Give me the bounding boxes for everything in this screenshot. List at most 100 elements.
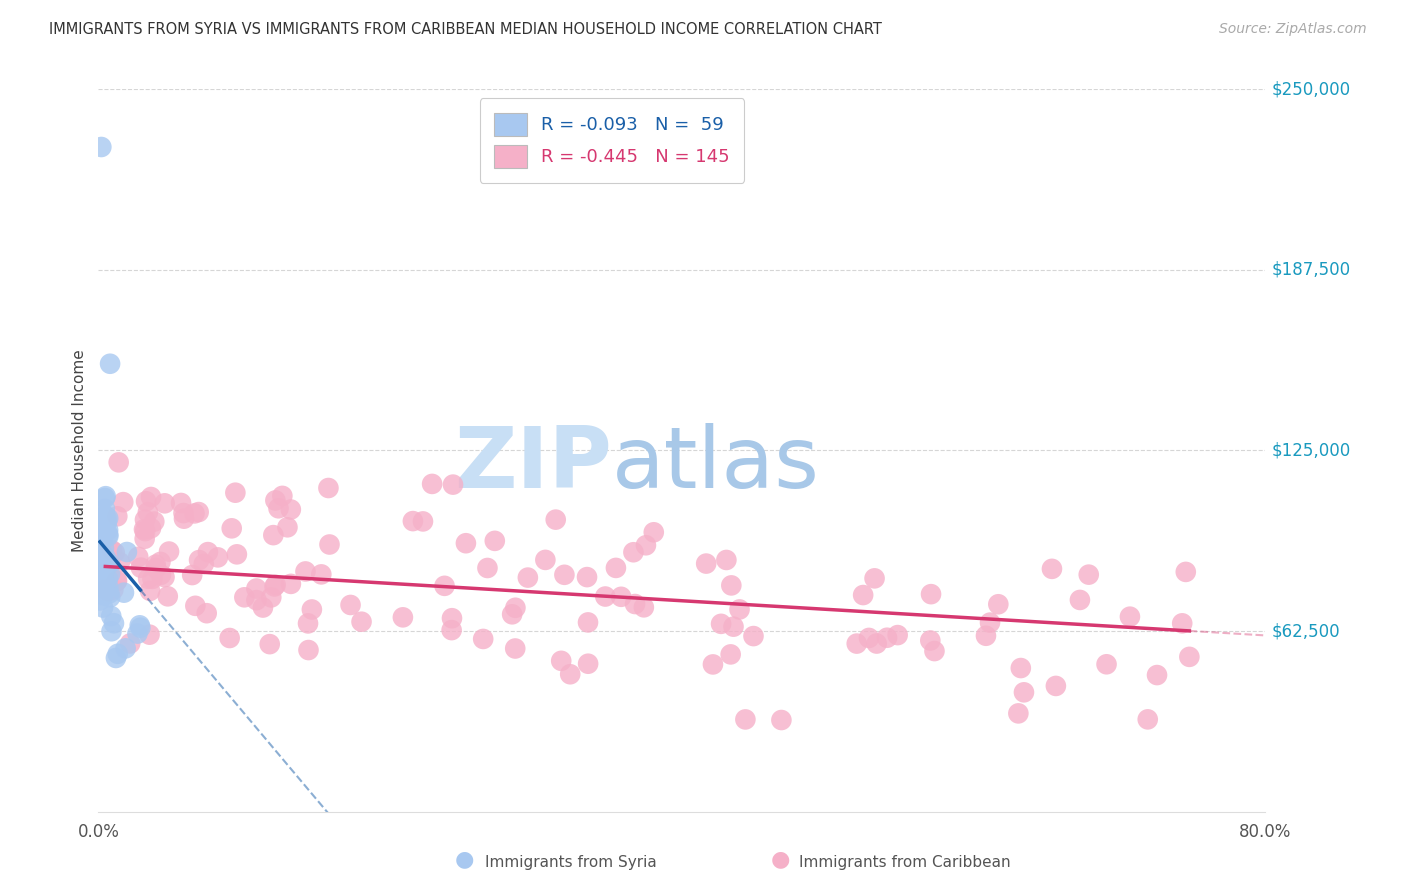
Point	[271, 489, 294, 503]
Point	[129, 621, 152, 635]
Point	[276, 520, 298, 534]
Point	[252, 600, 274, 615]
Point	[115, 545, 138, 559]
Point	[1095, 657, 1118, 672]
Point	[318, 537, 340, 551]
Point	[318, 481, 340, 495]
Point	[440, 611, 463, 625]
Point	[1045, 679, 1067, 693]
Point	[134, 532, 156, 546]
Point	[987, 597, 1010, 611]
Point	[94, 576, 117, 591]
Point	[280, 577, 302, 591]
Point	[104, 651, 127, 665]
Point	[924, 644, 946, 658]
Point	[157, 544, 180, 558]
Point	[135, 494, 157, 508]
Point	[595, 590, 617, 604]
Point	[100, 624, 122, 639]
Point	[105, 509, 128, 524]
Point	[96, 511, 118, 525]
Point	[263, 579, 285, 593]
Point	[184, 599, 207, 613]
Point	[245, 593, 267, 607]
Point	[1040, 562, 1063, 576]
Point	[173, 511, 195, 525]
Point	[98, 556, 121, 570]
Point	[153, 570, 176, 584]
Point	[852, 588, 875, 602]
Point	[863, 571, 886, 585]
Point	[311, 567, 333, 582]
Point	[90, 519, 112, 533]
Point	[1077, 567, 1099, 582]
Point	[127, 626, 149, 640]
Point	[128, 618, 150, 632]
Text: Immigrants from Syria: Immigrants from Syria	[485, 855, 657, 870]
Point	[197, 545, 219, 559]
Point	[91, 532, 114, 546]
Point	[267, 501, 290, 516]
Text: ●: ●	[454, 850, 474, 870]
Point	[181, 568, 204, 582]
Text: $125,000: $125,000	[1271, 442, 1351, 459]
Point	[94, 550, 117, 565]
Point	[90, 582, 112, 596]
Point	[89, 593, 111, 607]
Point	[233, 591, 256, 605]
Point	[576, 657, 599, 671]
Point	[503, 641, 526, 656]
Point	[91, 575, 114, 590]
Point	[90, 572, 112, 586]
Point	[576, 615, 599, 630]
Point	[91, 506, 114, 520]
Point	[262, 528, 284, 542]
Point	[136, 505, 159, 519]
Point	[112, 585, 135, 599]
Point	[138, 628, 160, 642]
Point	[643, 525, 665, 540]
Point	[188, 553, 211, 567]
Point	[187, 505, 209, 519]
Point	[576, 570, 599, 584]
Point	[477, 561, 499, 575]
Point	[97, 572, 120, 586]
Point	[484, 533, 506, 548]
Point	[112, 495, 135, 509]
Point	[129, 560, 152, 574]
Point	[98, 591, 121, 605]
Point	[433, 579, 456, 593]
Point	[141, 572, 163, 586]
Point	[623, 545, 645, 559]
Point	[1178, 649, 1201, 664]
Point	[107, 647, 129, 661]
Point	[149, 555, 172, 569]
Point	[91, 600, 114, 615]
Point	[207, 550, 229, 565]
Point	[90, 524, 112, 538]
Legend: R = -0.093   N =  59, R = -0.445   N = 145: R = -0.093 N = 59, R = -0.445 N = 145	[479, 98, 744, 183]
Point	[139, 583, 162, 598]
Point	[98, 567, 121, 582]
Point	[98, 586, 121, 600]
Point	[153, 496, 176, 510]
Point	[97, 523, 120, 537]
Point	[440, 623, 463, 637]
Point	[505, 600, 527, 615]
Point	[402, 514, 425, 528]
Point	[145, 561, 167, 575]
Point	[156, 590, 179, 604]
Point	[105, 574, 128, 588]
Point	[716, 553, 738, 567]
Point	[127, 549, 149, 564]
Point	[139, 490, 162, 504]
Point	[100, 609, 122, 624]
Text: Immigrants from Caribbean: Immigrants from Caribbean	[799, 855, 1011, 870]
Point	[605, 561, 627, 575]
Point	[876, 631, 898, 645]
Point	[634, 538, 657, 552]
Point	[94, 582, 117, 597]
Point	[145, 558, 167, 572]
Point	[94, 491, 117, 505]
Point	[89, 547, 111, 561]
